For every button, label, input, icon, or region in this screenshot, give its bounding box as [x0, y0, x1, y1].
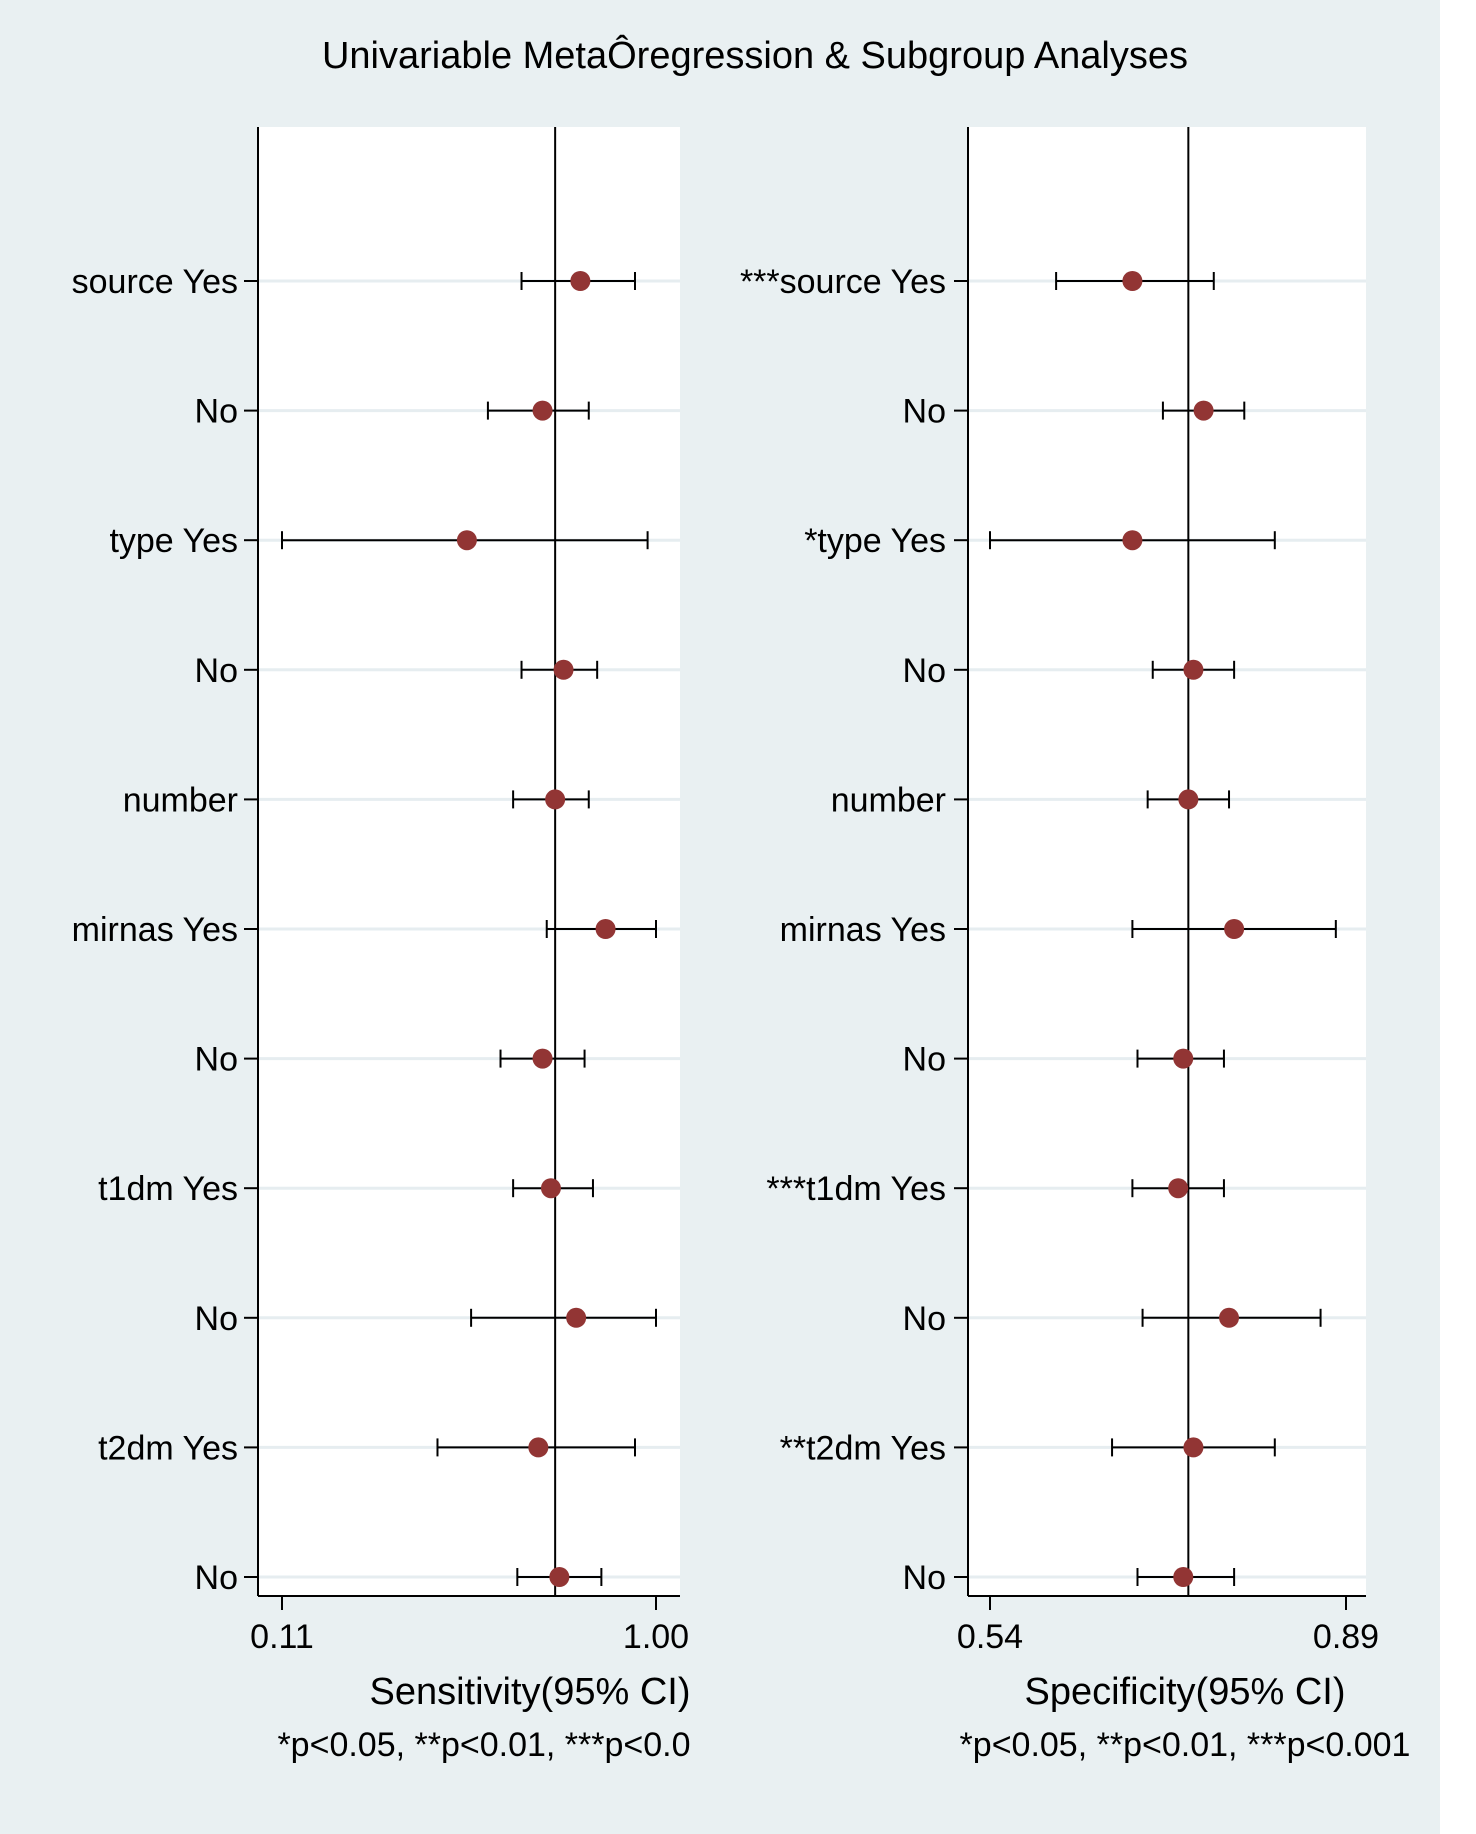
specificity-significance-note: *p<0.05, **p<0.01, ***p<0.001	[960, 1726, 1411, 1764]
point-estimate	[1219, 1307, 1240, 1328]
category-label: t2dm Yes	[98, 1429, 238, 1467]
category-label: No	[903, 1041, 946, 1079]
chart-title: Univariable MetaÔregression & Subgroup A…	[322, 33, 1188, 77]
point-estimate	[553, 659, 574, 680]
point-estimate	[570, 271, 591, 291]
point-estimate	[1122, 271, 1143, 291]
figure-right-margin	[1440, 0, 1476, 1834]
specificity-panel: ***source Yes No *type Yes No number mirnas Y…	[740, 127, 1411, 1764]
category-label: No	[195, 1300, 238, 1338]
point-estimate	[545, 789, 566, 810]
category-label: source Yes	[72, 263, 238, 301]
x-tick-label: 0.11	[250, 1618, 314, 1656]
point-estimate	[528, 1437, 549, 1458]
sensitivity-significance-note: *p<0.05, **p<0.01, ***p<0.0	[277, 1726, 690, 1764]
category-label: No	[903, 1559, 946, 1597]
category-label: type Yes	[109, 522, 238, 560]
point-estimate	[566, 1307, 587, 1328]
point-estimate	[532, 400, 553, 421]
point-estimate	[1224, 919, 1245, 939]
point-estimate	[549, 1567, 570, 1587]
point-estimate	[540, 1178, 561, 1199]
point-estimate	[1178, 789, 1199, 810]
specificity-plot-area	[968, 127, 1366, 1596]
category-label: No	[903, 393, 946, 431]
category-label: t1dm Yes	[98, 1170, 238, 1208]
category-label: ***t1dm Yes	[766, 1170, 946, 1208]
category-label: number	[831, 781, 946, 819]
point-estimate	[1173, 1048, 1194, 1069]
sensitivity-panel: source Yes No type Yes No number mirnas Yes No…	[72, 127, 691, 1764]
point-estimate	[1183, 1437, 1204, 1458]
x-tick-label: 0.89	[1313, 1618, 1379, 1656]
category-label: mirnas Yes	[72, 911, 238, 949]
category-label: No	[195, 1559, 238, 1597]
category-label: mirnas Yes	[780, 911, 946, 949]
point-estimate	[1122, 530, 1143, 551]
sensitivity-plot-area	[258, 127, 680, 1596]
point-estimate	[1183, 659, 1204, 680]
point-estimate	[595, 919, 616, 939]
point-estimate	[1173, 1567, 1194, 1587]
sensitivity-axis-title: Sensitivity(95% CI)	[370, 1671, 691, 1713]
category-label: *type Yes	[804, 522, 946, 560]
point-estimate	[532, 1048, 553, 1069]
specificity-axis-title: Specificity(95% CI)	[1025, 1671, 1346, 1713]
category-label: No	[903, 652, 946, 690]
point-estimate	[456, 530, 477, 551]
category-label: number	[123, 781, 238, 819]
x-tick-label: 1.00	[623, 1618, 689, 1656]
category-label: No	[195, 1041, 238, 1079]
point-estimate	[1168, 1178, 1189, 1199]
x-tick-label: 0.54	[957, 1618, 1023, 1656]
category-label: No	[195, 393, 238, 431]
panels-group: source Yes No type Yes No number mirnas Yes No…	[72, 127, 1411, 1764]
category-label: No	[903, 1300, 946, 1338]
category-label: ***source Yes	[740, 263, 946, 301]
category-label: **t2dm Yes	[780, 1429, 946, 1467]
point-estimate	[1193, 400, 1214, 421]
category-label: No	[195, 652, 238, 690]
